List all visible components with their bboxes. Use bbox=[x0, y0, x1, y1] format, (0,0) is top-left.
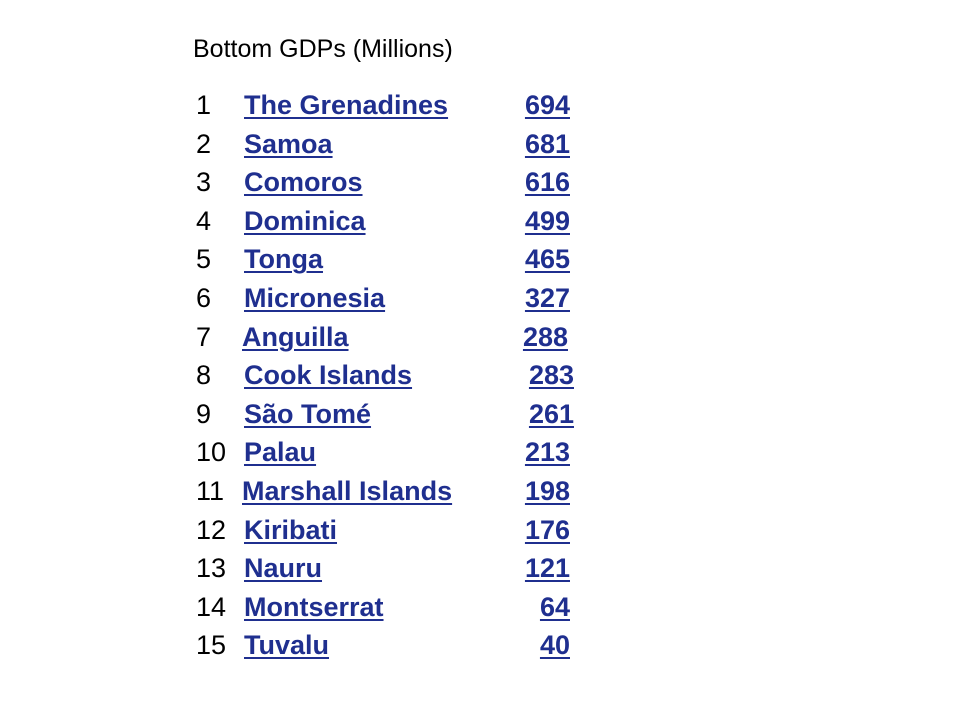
list-item: 3 Comoros 616 bbox=[196, 163, 574, 202]
country-name: Anguilla bbox=[242, 321, 349, 352]
country-link[interactable]: Montserrat 64 bbox=[244, 588, 570, 626]
gdp-value: 64 bbox=[539, 591, 570, 622]
gdp-value: 327 bbox=[524, 282, 570, 313]
rank-number: 9 bbox=[196, 398, 212, 429]
gdp-value: 176 bbox=[524, 514, 570, 545]
gdp-value: 121 bbox=[524, 553, 570, 584]
rank-number: 5 bbox=[196, 244, 212, 275]
country-link[interactable]: Samoa 681 bbox=[244, 125, 570, 163]
country-link[interactable]: Comoros 616 bbox=[244, 163, 570, 201]
rank-number: 4 bbox=[196, 205, 212, 236]
list-item: 6 Micronesia 327 bbox=[196, 279, 574, 318]
gdp-value: 40 bbox=[539, 630, 570, 661]
list-item: 11 Marshall Islands 198 bbox=[196, 472, 574, 511]
list-item: 15 Tuvalu 40 bbox=[196, 626, 574, 665]
gdp-value: 198 bbox=[524, 475, 570, 506]
rank-number: 6 bbox=[196, 282, 212, 313]
gdp-value: 694 bbox=[524, 90, 570, 120]
country-link[interactable]: Cook Islands 283 bbox=[244, 356, 574, 394]
country-link[interactable]: Dominica 499 bbox=[244, 202, 570, 240]
country-link[interactable]: Palau 213 bbox=[244, 433, 570, 471]
rank-number: 7 bbox=[196, 321, 212, 352]
rank-number: 3 bbox=[196, 167, 212, 198]
gdp-value: 288 bbox=[522, 321, 568, 352]
rank-number: 8 bbox=[196, 360, 212, 391]
gdp-ranking-list: 1 The Grenadines 694 2 Samoa 681 3 Comoros… bbox=[196, 86, 574, 665]
country-link[interactable]: Nauru 121 bbox=[244, 549, 570, 587]
country-name: Dominica bbox=[244, 205, 366, 236]
list-item: 2 Samoa 681 bbox=[196, 125, 574, 164]
country-link[interactable]: Anguilla 288 bbox=[242, 318, 568, 356]
country-name: The Grenadines bbox=[244, 90, 449, 120]
country-link[interactable]: São Tomé 261 bbox=[244, 395, 574, 433]
country-name: Kiribati bbox=[244, 514, 338, 545]
gdp-value: 616 bbox=[524, 167, 570, 198]
list-item: 12 Kiribati 176 bbox=[196, 511, 574, 550]
list-item: 10 Palau 213 bbox=[196, 433, 574, 472]
country-name: Comoros bbox=[244, 167, 363, 198]
country-name: Marshall Islands bbox=[242, 475, 453, 506]
slide-title: Bottom GDPs (Millions) bbox=[193, 35, 453, 63]
list-item: 13 Nauru 121 bbox=[196, 549, 574, 588]
list-item: 8 Cook Islands 283 bbox=[196, 356, 574, 395]
country-name: Samoa bbox=[244, 128, 333, 159]
gdp-value: 465 bbox=[524, 244, 570, 275]
list-item: 1 The Grenadines 694 bbox=[196, 86, 574, 125]
country-link[interactable]: Micronesia 327 bbox=[244, 279, 570, 317]
country-name: Cook Islands bbox=[244, 360, 413, 391]
country-link[interactable]: The Grenadines 694 bbox=[244, 86, 570, 124]
country-link[interactable]: Tonga 465 bbox=[244, 240, 570, 278]
gdp-value: 261 bbox=[528, 398, 574, 429]
rank-number: 13 bbox=[196, 553, 227, 584]
country-link[interactable]: Tuvalu 40 bbox=[244, 626, 570, 664]
list-item: 14 Montserrat 64 bbox=[196, 588, 574, 627]
list-item: 5 Tonga 465 bbox=[196, 240, 574, 279]
rank-number: 11 bbox=[196, 475, 225, 506]
gdp-value: 283 bbox=[528, 360, 574, 391]
rank-number: 10 bbox=[196, 437, 227, 468]
gdp-value: 499 bbox=[524, 205, 570, 236]
country-name: Palau bbox=[244, 437, 317, 468]
country-name: Tuvalu bbox=[244, 630, 330, 661]
rank-number: 2 bbox=[196, 128, 212, 159]
country-link[interactable]: Marshall Islands 198 bbox=[242, 472, 570, 510]
rank-number: 12 bbox=[196, 514, 227, 545]
country-name: São Tomé bbox=[244, 398, 372, 429]
country-name: Montserrat bbox=[244, 591, 384, 622]
rank-number: 14 bbox=[196, 591, 227, 622]
country-name: Tonga bbox=[244, 244, 323, 275]
list-item: 4 Dominica 499 bbox=[196, 202, 574, 241]
list-item: 7 Anguilla 288 bbox=[196, 318, 574, 357]
country-name: Micronesia bbox=[244, 282, 386, 313]
country-link[interactable]: Kiribati 176 bbox=[244, 511, 570, 549]
rank-number: 1 bbox=[196, 90, 212, 120]
list-item: 9 São Tomé 261 bbox=[196, 395, 574, 434]
gdp-value: 681 bbox=[524, 128, 570, 159]
rank-number: 15 bbox=[196, 630, 227, 661]
country-name: Nauru bbox=[244, 553, 323, 584]
gdp-value: 213 bbox=[524, 437, 570, 468]
